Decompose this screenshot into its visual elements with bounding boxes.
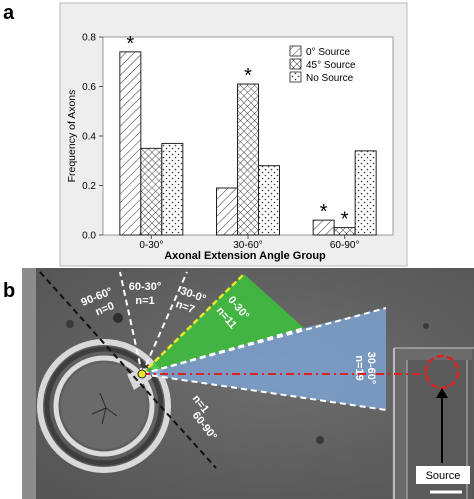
boundary-line (141, 271, 188, 375)
sector-n-label: n=19 (353, 355, 365, 380)
chamber-inner-ring (53, 355, 155, 457)
device-edge-left (22, 268, 36, 499)
y-axis-label: Frequency of Axons (66, 90, 78, 183)
bars (119, 51, 377, 236)
boundary-line (141, 307, 387, 375)
legend-swatch (289, 58, 302, 70)
panel-label-a: a (3, 2, 15, 24)
sector-origin (137, 369, 147, 379)
legend-label: 0° Source (306, 47, 350, 58)
debris (66, 320, 74, 328)
chamber-center (61, 363, 147, 449)
boundary-line-black (39, 271, 217, 469)
legend-swatch (289, 71, 302, 83)
source-label-box (416, 466, 470, 484)
sector-n-label: n=1 (135, 295, 154, 307)
y-tick-label: 0.4 (82, 132, 96, 143)
legend-label: 45° Source (306, 60, 356, 71)
legend-swatch (289, 45, 302, 57)
x-axis-label: Axonal Extension Angle Group (164, 250, 326, 262)
x-tick-label: 0-30° (139, 240, 163, 251)
sector-angle-label: 60-30° (129, 281, 162, 293)
significance-marker: * (244, 65, 252, 87)
x-tick-label: 30-60° (233, 240, 263, 251)
boundary-0deg-yellow (141, 273, 245, 375)
y-tick-label: 0.2 (82, 181, 96, 192)
sector-angle-label: 30-60° (365, 352, 377, 385)
source-label: Source (426, 470, 461, 482)
debris (113, 313, 123, 323)
significance-marker: * (320, 201, 328, 223)
x-tick-label: 60-90° (330, 240, 360, 251)
y-tick-label: 0.8 (82, 33, 96, 44)
boundary-line (141, 327, 305, 375)
x-axis: 0-30° 30-60° 60-90° (139, 235, 359, 251)
sector-blue (142, 308, 386, 410)
bar (119, 51, 142, 236)
significance-marker: * (341, 209, 349, 231)
cell-body (91, 392, 118, 425)
micrograph-panel: 90-60° n=0 60-30° n=1 30-0° n=7 0-30° n=… (22, 268, 474, 499)
y-tick-label: 0.6 (82, 82, 96, 93)
boundary-line (119, 271, 143, 375)
bar (258, 165, 280, 236)
y-axis: 0.0 0.2 0.4 0.6 0.8 (82, 33, 103, 242)
bar (216, 187, 238, 236)
bar (237, 83, 259, 236)
bar-chart: 0.0 0.2 0.4 0.6 0.8 * * * * 0-30° 30-60° 60-90° 0… (59, 2, 408, 267)
legend: 0° Source 45° Source No Source (289, 45, 356, 84)
significance-marker: * (126, 33, 134, 55)
micrograph-image: 90-60° n=0 60-30° n=1 30-0° n=7 0-30° n=… (22, 268, 474, 499)
boundary-line (141, 373, 387, 411)
debris (423, 323, 429, 329)
debris (316, 436, 324, 444)
significance-markers: * * * * (126, 33, 348, 231)
y-tick-label: 0.0 (82, 231, 96, 242)
sector-green (142, 274, 304, 374)
bar (140, 147, 163, 236)
bar (354, 150, 377, 236)
bar (161, 142, 184, 236)
source-arrow-head (436, 388, 448, 398)
legend-label: No Source (306, 73, 354, 84)
panel-label-b: b (3, 280, 16, 302)
